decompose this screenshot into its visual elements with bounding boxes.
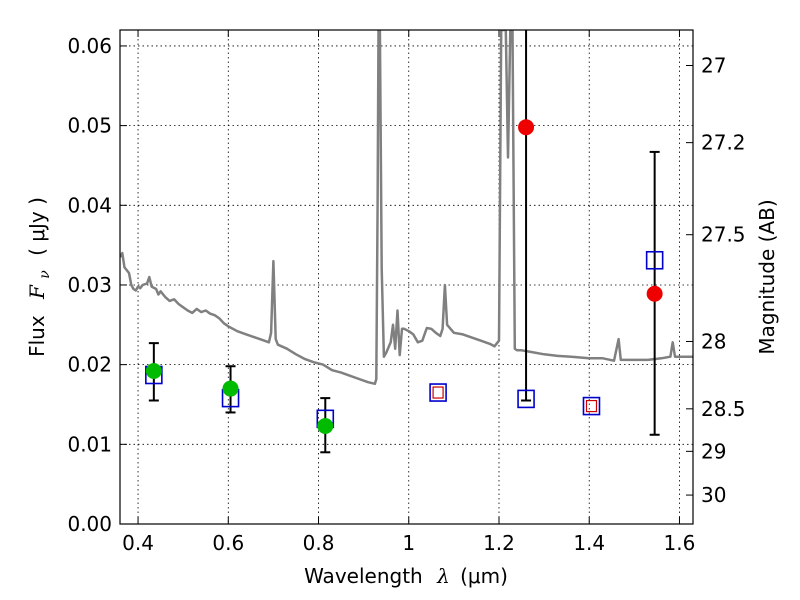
x-tick-label: 1.4 [573, 531, 605, 555]
x-axis-label: Wavelength λ (μm) [304, 564, 508, 588]
sed-template [120, 30, 693, 386]
model-point [429, 383, 447, 402]
model-point-upper-limit [585, 399, 598, 413]
y-tick-label: 0.04 [67, 193, 112, 217]
upper-limit-point [518, 119, 535, 136]
magnitude-axis-ticks: 27 27.2 27.5 28 28.5 29 30 [686, 54, 746, 507]
x-tick-label: 0.8 [303, 531, 335, 555]
y-axis-label-prefix: Flux [25, 315, 49, 357]
y-tick-label: 0.00 [67, 512, 112, 536]
y-tick-label: 0.02 [67, 353, 112, 377]
y-axis-label: Flux F ν ( μJy ) [25, 197, 54, 357]
x-tick-label: 0.4 [122, 531, 154, 555]
upper-limit-point [646, 285, 663, 302]
model-point [517, 389, 535, 409]
detected-point [145, 363, 162, 380]
x-tick-label: 0.6 [212, 531, 244, 555]
model-photometry [145, 250, 664, 429]
plot-background [120, 30, 693, 524]
x-axis-label-prefix: Wavelength [304, 564, 423, 588]
model-point [582, 396, 601, 416]
x-tick-label: 1 [402, 531, 415, 555]
x-axis-ticks: 0.4 0.6 0.8 1 1.2 1.4 1.6 [122, 30, 695, 555]
magnitude-tick-label: 29 [701, 439, 726, 463]
detected-point [222, 380, 239, 397]
magnitude-tick-label: 28.5 [701, 397, 746, 421]
x-axis-label-unit: (μm) [460, 564, 508, 588]
y-tick-label: 0.05 [67, 114, 112, 138]
y-axis-ticks: 0.00 0.01 0.02 0.03 0.04 0.05 0.06 [67, 34, 127, 536]
magnitude-tick-label: 27 [701, 54, 726, 78]
magnitude-tick-label: 27.2 [701, 131, 746, 155]
y-axis-label-symbol: F [25, 284, 49, 300]
x-tick-label: 1.2 [483, 531, 515, 555]
magnitude-tick-label: 27.5 [701, 223, 746, 247]
y-tick-label: 0.06 [67, 34, 112, 58]
y-axis-label-subscript: ν [37, 270, 53, 279]
magnitude-tick-label: 28 [701, 329, 726, 353]
magnitude-axis-label: Magnitude (AB) [755, 199, 779, 354]
y-tick-label: 0.03 [67, 273, 112, 297]
observed-photometry [145, 119, 663, 434]
plot-frame [119, 29, 694, 525]
model-point [645, 250, 664, 270]
gridlines [120, 30, 693, 525]
model-point-upper-limit [432, 386, 444, 399]
x-axis-label-symbol: λ [436, 564, 450, 588]
detected-point [317, 417, 334, 434]
sed-template-line [120, 30, 693, 386]
y-tick-label: 0.01 [67, 432, 112, 456]
y-axis-label-unit: ( μJy ) [25, 197, 49, 256]
magnitude-tick-label: 30 [701, 483, 726, 507]
x-tick-label: 1.6 [664, 531, 696, 555]
